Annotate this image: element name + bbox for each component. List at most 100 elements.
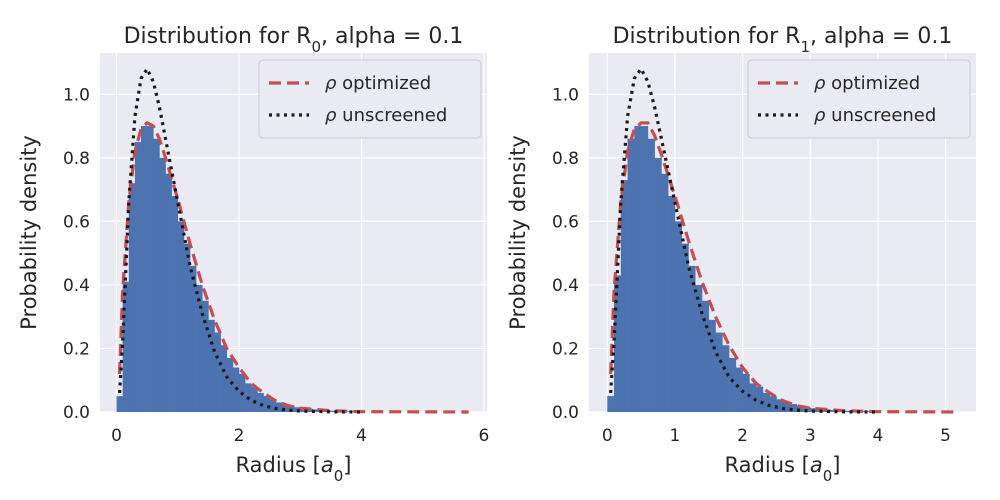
hist-bar — [196, 284, 203, 412]
y-tick-label: 1.0 — [63, 85, 90, 105]
hist-bar — [208, 319, 215, 412]
hist-bar — [688, 265, 696, 412]
legend-label: ρ unscreened — [814, 105, 936, 126]
hist-bar — [349, 411, 356, 412]
x-tick-label: 3 — [805, 426, 816, 446]
legend-label-text: optimized — [825, 73, 920, 94]
y-tick-label: 0.0 — [552, 403, 579, 423]
hist-bar — [171, 195, 179, 412]
chart-title-subscript: 0 — [311, 38, 321, 56]
y-axis-label: Probability density — [506, 135, 530, 330]
hist-bar — [641, 126, 649, 412]
hist-bar — [269, 399, 277, 412]
hist-bar — [147, 126, 154, 412]
hist-bar — [735, 367, 743, 412]
chart-title-main: Distribution for R — [124, 24, 312, 49]
x-tick-label: 6 — [479, 426, 490, 446]
y-tick-label: 0.4 — [63, 276, 90, 296]
x-tick-label: 5 — [940, 426, 951, 446]
hist-bar — [128, 183, 136, 412]
hist-bar — [177, 221, 185, 412]
x-axis-label-subscript: 0 — [823, 467, 833, 485]
legend-label-symbol: ρ — [325, 105, 337, 126]
x-tick-label: 2 — [234, 426, 245, 446]
legend-box — [258, 59, 482, 139]
x-axis-label-subscript: 0 — [334, 467, 344, 485]
x-axis-label: Radius [a0] — [236, 453, 352, 485]
y-tick-label: 0.8 — [552, 149, 579, 169]
legend-label-symbol: ρ — [325, 73, 337, 94]
x-axis-label-main: Radius [ — [725, 453, 810, 477]
curve-optimized — [117, 120, 469, 414]
hist-bar — [122, 281, 130, 412]
histogram — [607, 126, 879, 413]
hist-bar — [749, 383, 757, 412]
chart-panel-r0: 0.0 0.2 0.4 0.6 0.8 1.0 0 2 4 6 Distribution for R… — [17, 24, 489, 485]
legend-box — [747, 59, 971, 139]
x-tick-label: 4 — [356, 426, 367, 446]
hist-bar — [701, 300, 710, 412]
chart-title: Distribution for R0, alpha = 0.1 — [124, 24, 464, 56]
hist-bar — [674, 221, 682, 412]
hist-bar — [153, 138, 160, 413]
x-axis-label-end: ] — [343, 453, 351, 477]
hist-bar — [257, 392, 264, 412]
hist-bar — [134, 141, 142, 412]
chart-title-main: Distribution for R — [613, 24, 801, 49]
hist-bar — [783, 402, 791, 412]
hist-bar — [116, 396, 123, 412]
y-tick-label: 0.0 — [63, 403, 90, 423]
hist-bar — [756, 386, 764, 412]
hist-bar — [165, 173, 172, 412]
hist-bar — [769, 396, 777, 412]
chart-panel-r1: 0.0 0.2 0.4 0.6 0.8 1.0 0 1 2 3 4 5 Distribution for… — [506, 24, 976, 485]
hist-bar — [220, 345, 228, 412]
legend-label: ρ optimized — [325, 73, 431, 94]
y-tick-label: 0.4 — [552, 276, 579, 296]
hist-bar — [226, 357, 234, 412]
x-axis-label: Radius [a0] — [725, 453, 841, 485]
hist-bar — [708, 319, 716, 412]
curve-optimized — [609, 121, 960, 414]
hist-bar — [796, 405, 804, 412]
hist-bar — [183, 243, 191, 412]
hist-bar — [695, 284, 703, 412]
hist-bar — [202, 300, 209, 412]
x-tick-label: 4 — [872, 426, 883, 446]
legend-label-text: unscreened — [336, 105, 447, 126]
hist-bar — [668, 195, 676, 412]
hist-bar — [614, 275, 622, 412]
chart-title: Distribution for R1, alpha = 0.1 — [613, 24, 953, 56]
x-tick-label: 2 — [737, 426, 748, 446]
legend-label: ρ optimized — [814, 73, 920, 94]
hist-bar — [729, 357, 737, 412]
chart-title-subscript: 1 — [800, 38, 810, 56]
y-tick-label: 0.6 — [552, 212, 579, 232]
y-tick-label: 1.0 — [552, 85, 579, 105]
hist-bar — [190, 265, 197, 412]
curve-unscreened — [609, 65, 878, 414]
hist-bar — [634, 126, 642, 412]
hist-bar — [141, 126, 148, 412]
legend: ρ optimized ρ unscreened — [747, 59, 971, 139]
hist-bar — [251, 386, 258, 412]
hist-bar — [620, 180, 628, 412]
x-axis-label-main: Radius [ — [236, 453, 321, 477]
x-axis-label-end: ] — [832, 453, 840, 477]
x-tick-label: 0 — [111, 426, 122, 446]
hist-bar — [844, 410, 852, 412]
x-axis-label-italic: a — [810, 453, 823, 477]
hist-bar — [214, 332, 221, 412]
hist-bar — [776, 399, 784, 412]
hist-bar — [263, 396, 270, 412]
hist-bar — [789, 404, 798, 412]
chart-title-rest: , alpha = 0.1 — [810, 24, 952, 49]
hist-bar — [300, 408, 307, 412]
hist-bar — [312, 409, 319, 412]
x-tick-label: 0 — [602, 426, 613, 446]
y-tick-label: 0.8 — [63, 149, 90, 169]
hist-bar — [281, 404, 289, 412]
x-axis-label-italic: a — [321, 453, 334, 477]
hist-bar — [742, 373, 750, 412]
